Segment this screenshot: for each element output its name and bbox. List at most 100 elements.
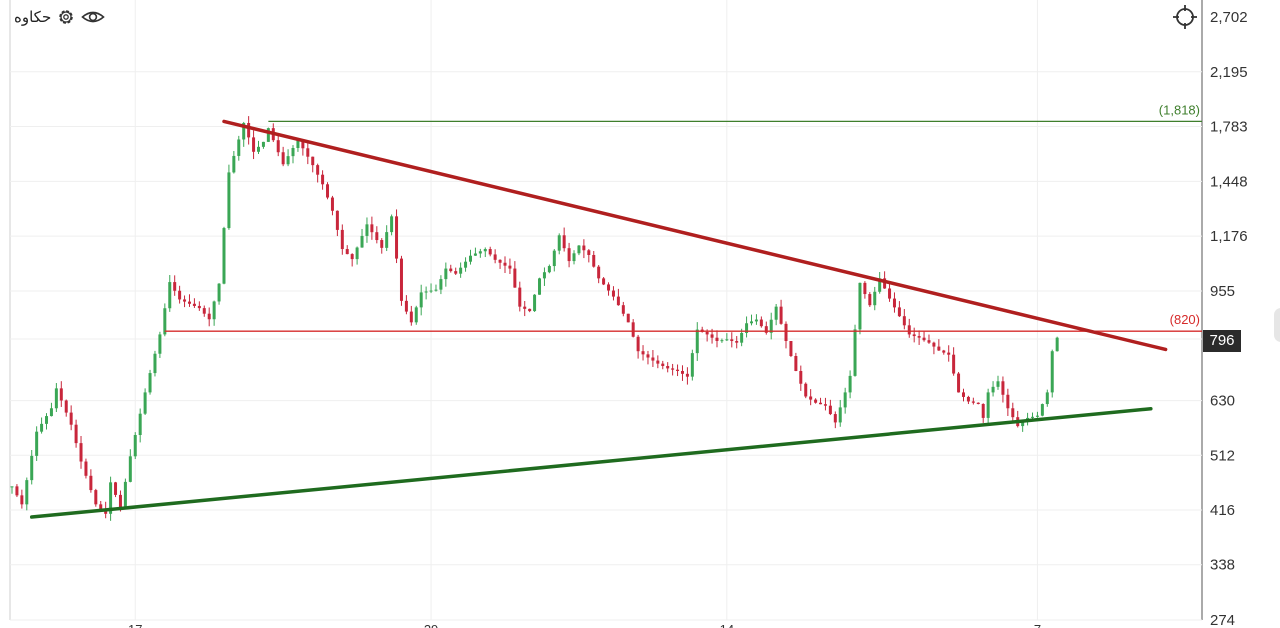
candle-body	[538, 278, 542, 295]
y-tick-label: 338	[1210, 557, 1235, 574]
candle-body	[187, 301, 191, 304]
candle-body	[676, 369, 680, 371]
candle-body	[680, 370, 684, 374]
y-tick-label: 955	[1210, 283, 1235, 300]
candle-body	[360, 235, 364, 248]
candle-body	[153, 353, 157, 374]
candle-body	[636, 336, 640, 352]
candle-body	[853, 329, 857, 376]
candle-body	[419, 292, 423, 308]
side-panel-handle[interactable]	[1274, 308, 1280, 342]
gear-icon[interactable]	[56, 7, 76, 27]
candle-body	[671, 368, 675, 370]
candle-body	[464, 261, 468, 268]
candle-body	[316, 165, 320, 175]
y-tick-label: 2,702	[1210, 9, 1248, 26]
candle-body	[345, 249, 349, 255]
candle-body	[685, 373, 689, 377]
level-label: (1,818)	[1159, 102, 1200, 117]
candle-body	[1045, 392, 1049, 405]
candle-body	[705, 331, 709, 335]
candle-body	[528, 308, 532, 312]
candle-body	[784, 323, 788, 342]
candle-body	[1055, 337, 1059, 352]
y-tick-label: 1,448	[1210, 173, 1248, 190]
candle-body	[178, 290, 182, 300]
support-trend-line	[29, 406, 1153, 519]
candle-body	[750, 321, 753, 324]
candle-body	[163, 308, 167, 335]
candle-body	[582, 245, 586, 251]
candle-body	[74, 424, 78, 444]
y-tick-label: 274	[1210, 612, 1235, 628]
candle-body	[641, 351, 645, 355]
candle-body	[306, 148, 310, 157]
candle-body	[764, 326, 768, 333]
candle-body	[952, 354, 956, 374]
candle-body	[602, 278, 606, 285]
candle-body	[395, 216, 399, 259]
candle-body	[35, 431, 39, 456]
chart-grid	[9, 0, 1203, 621]
candle-body	[592, 254, 596, 267]
candle-body	[695, 329, 699, 354]
candle-body	[740, 332, 744, 343]
candle-body	[404, 300, 408, 312]
candle-body	[947, 352, 951, 355]
candle-body	[937, 346, 941, 351]
candle-body	[493, 254, 497, 260]
candle-body	[542, 272, 546, 279]
candle-body	[779, 306, 783, 324]
candle-body	[429, 290, 433, 292]
trend-lines[interactable]	[29, 119, 1168, 519]
candle-body	[380, 240, 384, 248]
candle-body	[1031, 416, 1035, 418]
candle-body	[183, 299, 187, 302]
candle-body	[932, 342, 936, 347]
candle-body	[567, 248, 571, 262]
candle-body	[168, 282, 172, 309]
candle-body	[715, 337, 719, 342]
candle-body	[89, 475, 93, 491]
candle-body	[468, 255, 472, 262]
candle-body	[330, 197, 334, 211]
candle-body	[424, 291, 428, 293]
candle-body	[523, 306, 527, 309]
candle-body	[809, 396, 813, 400]
candle-body	[547, 266, 551, 273]
candle-body	[552, 250, 556, 267]
candle-body	[207, 313, 211, 320]
candle-body	[439, 279, 443, 290]
candle-body	[1040, 404, 1044, 416]
candle-body	[503, 262, 507, 266]
candle-body	[1021, 421, 1025, 427]
candle-body	[79, 443, 83, 462]
eye-icon[interactable]	[81, 7, 105, 27]
candle-body	[133, 435, 137, 457]
candle-body	[114, 482, 118, 495]
candle-body	[873, 291, 877, 306]
candle-body	[311, 156, 315, 166]
candle-body	[123, 481, 127, 508]
crosshair-icon[interactable]	[1173, 5, 1197, 29]
candle-body	[833, 414, 837, 423]
candle-body	[725, 339, 729, 341]
y-tick-label: 2,195	[1210, 64, 1248, 81]
candle-body	[577, 245, 581, 254]
y-tick-label: 630	[1210, 393, 1235, 410]
candle-body	[454, 271, 458, 274]
candle-body	[597, 266, 601, 279]
candle-body	[735, 341, 739, 343]
candle-body	[666, 366, 670, 369]
candle-body	[64, 400, 68, 413]
candle-body	[912, 334, 916, 337]
candle-body	[385, 232, 389, 248]
candle-body	[217, 283, 221, 302]
candle-body	[478, 251, 482, 254]
candle-body	[828, 405, 832, 415]
candle-body	[25, 480, 29, 505]
candle-body	[335, 210, 339, 230]
candle-body	[942, 350, 946, 353]
candle-body	[483, 249, 487, 252]
